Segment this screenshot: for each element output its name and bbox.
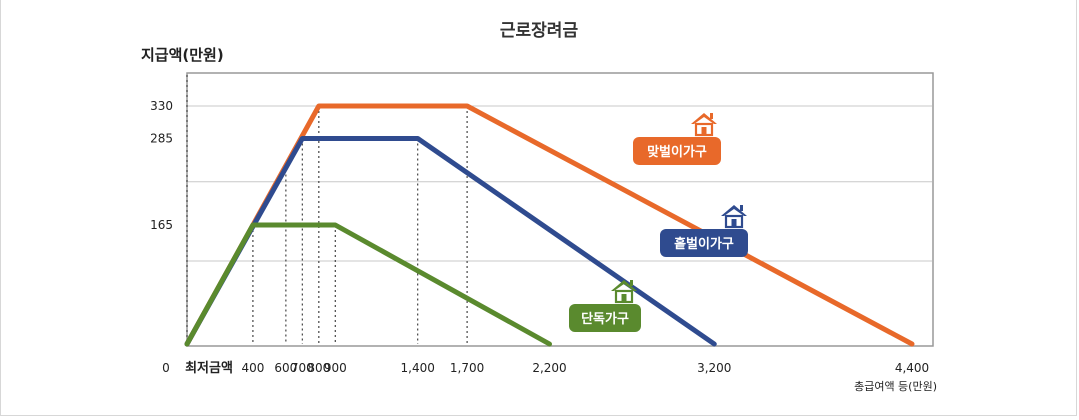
legend-label: 홑벌이가구 bbox=[674, 236, 734, 252]
x-tick-label: 2,200 bbox=[532, 361, 566, 375]
plot-frame bbox=[186, 72, 934, 347]
legend-tail bbox=[701, 151, 719, 162]
y-axis-label: 지급액(만원) bbox=[141, 46, 224, 64]
legend-tail bbox=[726, 243, 743, 254]
house-chimney bbox=[630, 280, 633, 286]
house-door bbox=[701, 127, 707, 135]
x-tick-label: 0 bbox=[162, 361, 170, 375]
x-tick-label: 800 bbox=[307, 361, 330, 375]
house-door bbox=[621, 294, 627, 302]
guide-layer bbox=[186, 75, 468, 344]
x-tick-label: 4,400 bbox=[895, 361, 929, 375]
house-icon bbox=[611, 280, 637, 304]
chart-title: 근로장려금 bbox=[500, 21, 579, 41]
y-tick-label: 165 bbox=[150, 218, 173, 232]
x-tick-label: 400 bbox=[241, 361, 264, 375]
legend-label: 단독가구 bbox=[581, 311, 629, 327]
house-roof bbox=[721, 205, 747, 216]
legend-box bbox=[633, 137, 721, 165]
legend-callout: 홑벌이가구 bbox=[660, 205, 748, 257]
y-tick-label: 285 bbox=[150, 131, 173, 145]
legend-tail bbox=[573, 318, 591, 330]
legend-callout: 단독가구 bbox=[569, 280, 641, 332]
house-chimney bbox=[710, 113, 713, 119]
legend-label: 맞벌이가구 bbox=[647, 144, 707, 160]
legend-callout: 맞벌이가구 bbox=[633, 113, 721, 165]
x-tick-label: 1,700 bbox=[450, 361, 484, 375]
house-icon bbox=[691, 113, 717, 137]
house-icon bbox=[721, 205, 747, 229]
house-roof bbox=[611, 280, 637, 291]
min-wage-label: 최저금액 bbox=[185, 361, 233, 376]
house-door bbox=[731, 219, 737, 227]
house-chimney bbox=[740, 205, 743, 211]
grid-layer bbox=[188, 105, 932, 262]
x-tick-label: 900 bbox=[324, 361, 347, 375]
legend-box bbox=[569, 304, 641, 332]
y-tick-label: 330 bbox=[150, 99, 173, 113]
legend-box bbox=[660, 229, 748, 257]
x-axis-label: 총급여액 등(만원) bbox=[854, 380, 937, 393]
x-tick-label: 1,400 bbox=[401, 361, 435, 375]
x-tick-label: 600 bbox=[274, 361, 297, 375]
x-tick-label: 700 bbox=[291, 361, 314, 375]
house-roof bbox=[691, 113, 717, 124]
series-layer bbox=[184, 103, 915, 347]
series-line bbox=[184, 222, 552, 347]
x-tick-label: 3,200 bbox=[697, 361, 731, 375]
